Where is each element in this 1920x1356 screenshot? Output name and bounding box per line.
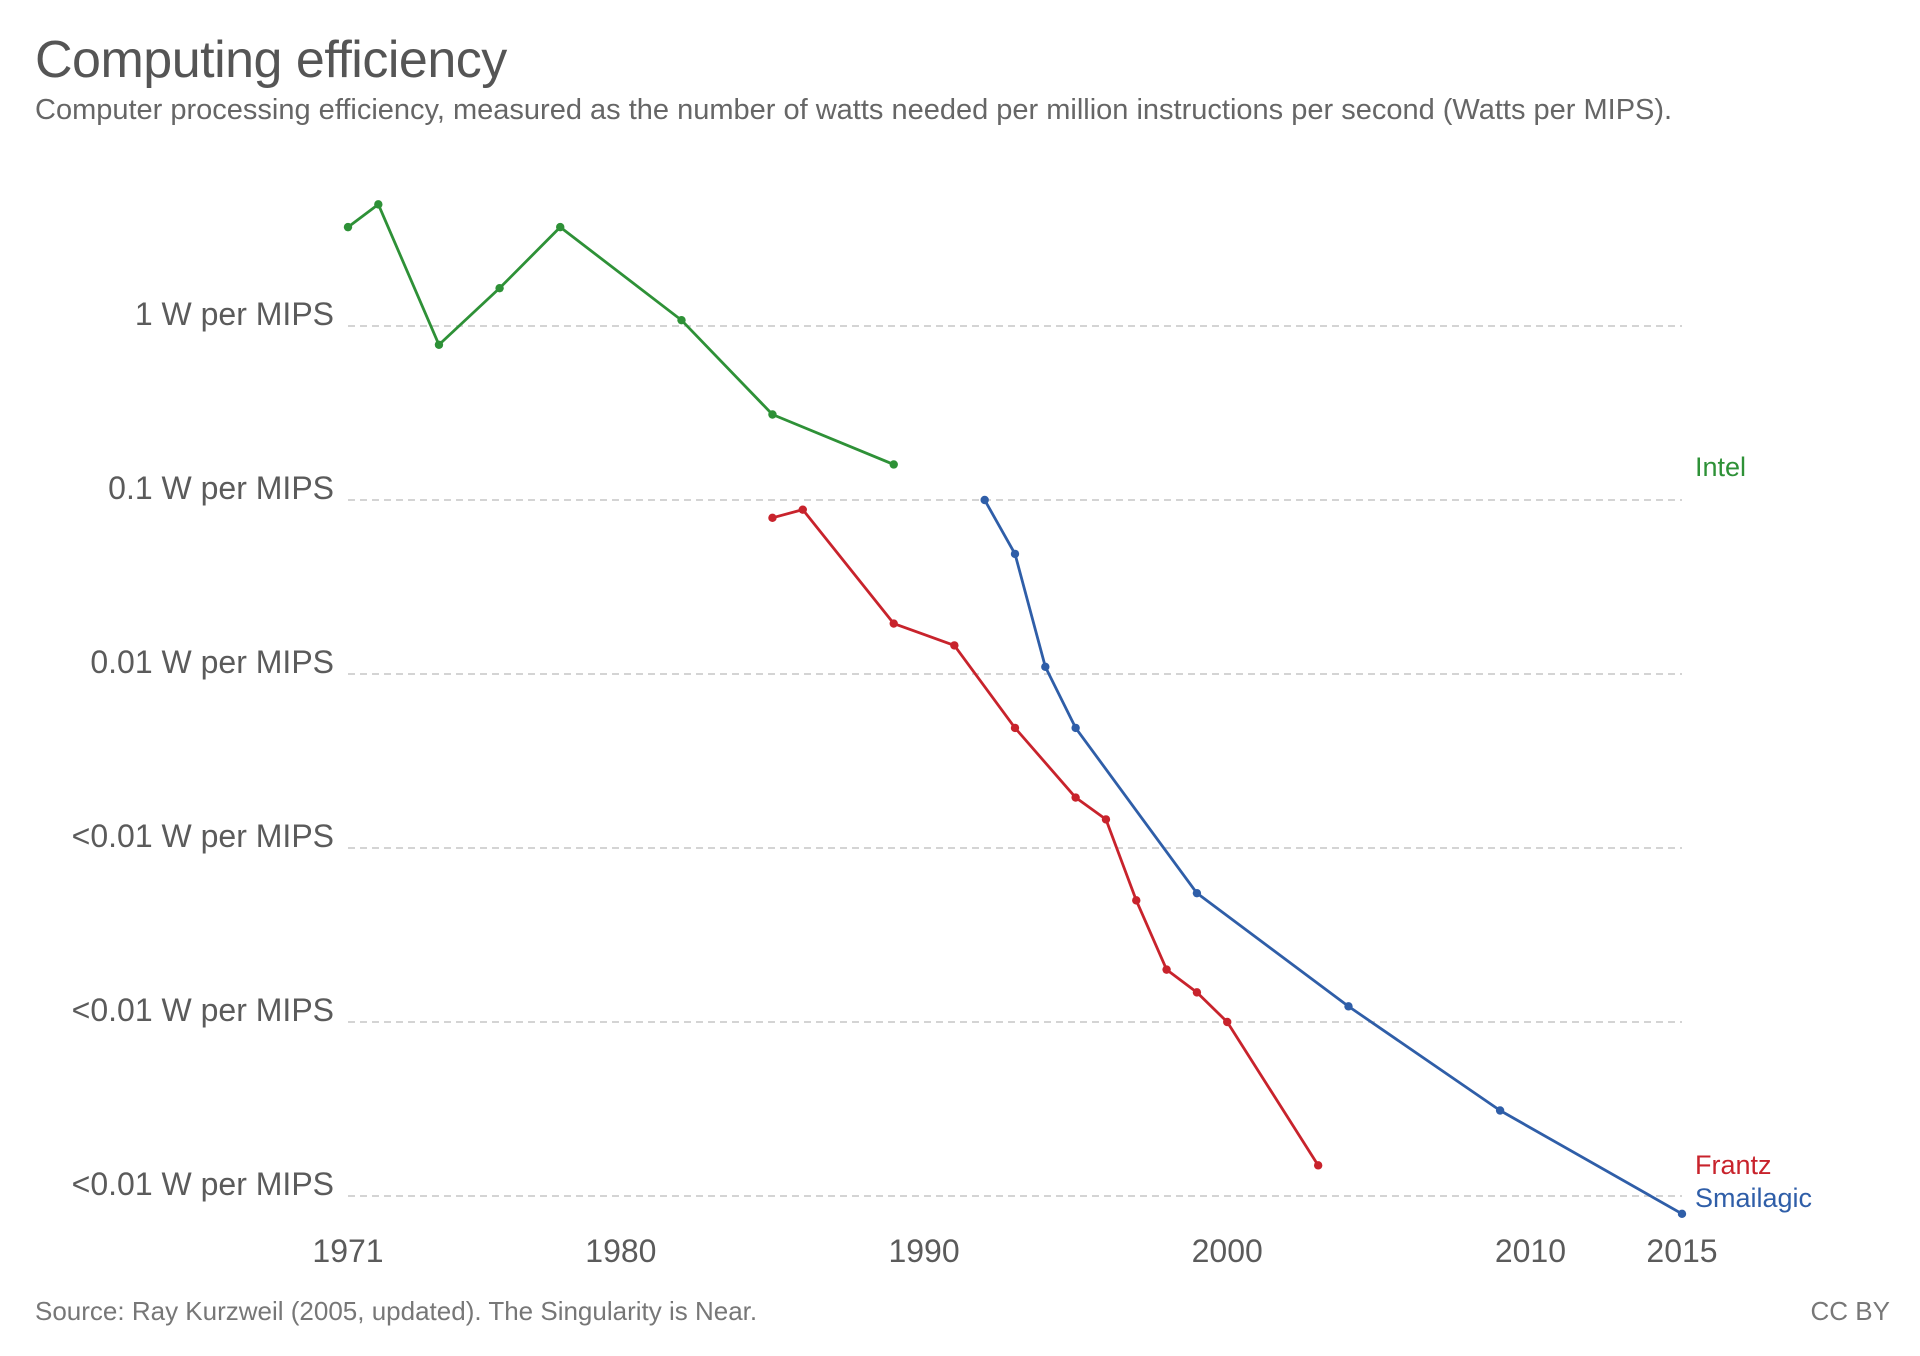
data-point-frantz[interactable] [1010, 723, 1020, 733]
data-point-smailagic[interactable] [1041, 662, 1050, 671]
data-point-frantz[interactable] [1132, 896, 1141, 905]
x-tick-label: 2010 [1495, 1233, 1566, 1269]
y-tick-label: <0.01 W per MIPS [72, 818, 334, 854]
data-point-smailagic[interactable] [1071, 723, 1080, 733]
data-point-intel[interactable] [495, 283, 504, 293]
data-point-frantz[interactable] [1313, 1161, 1323, 1170]
x-tick-label: 2015 [1646, 1233, 1717, 1269]
y-tick-label: <0.01 W per MIPS [72, 1166, 334, 1202]
data-point-smailagic[interactable] [1010, 549, 1020, 559]
series-line-smailagic[interactable] [983, 498, 1684, 1216]
legend-label-frantz: Frantz [1695, 1150, 1772, 1180]
chart-subtitle: Computer processing efficiency, measured… [35, 94, 1673, 126]
data-point-frantz[interactable] [798, 505, 807, 514]
data-point-smailagic[interactable] [980, 495, 989, 505]
legend-label-intel: Intel [1695, 452, 1746, 482]
y-tick-label: 1 W per MIPS [135, 296, 334, 332]
x-tick-label: 1980 [585, 1233, 656, 1269]
data-point-frantz[interactable] [1223, 1017, 1232, 1027]
license-link[interactable]: CC BY [1810, 1296, 1890, 1326]
series-line-frantz[interactable] [771, 508, 1320, 1167]
data-point-frantz[interactable] [1162, 965, 1171, 974]
y-tick-label: <0.01 W per MIPS [72, 992, 334, 1028]
data-point-frantz[interactable] [889, 619, 898, 628]
data-point-intel[interactable] [343, 222, 353, 232]
data-point-smailagic[interactable] [1495, 1106, 1505, 1115]
data-point-intel[interactable] [434, 340, 444, 349]
data-point-frantz[interactable] [1071, 793, 1080, 802]
y-tick-label: 0.01 W per MIPS [90, 644, 334, 680]
data-point-frantz[interactable] [1101, 815, 1111, 824]
data-point-frantz[interactable] [768, 513, 777, 523]
data-point-intel[interactable] [374, 200, 383, 209]
data-point-intel[interactable] [768, 410, 777, 419]
source-note: Source: Ray Kurzweil (2005, updated). Th… [35, 1296, 758, 1326]
legend-label-smailagic: Smailagic [1695, 1183, 1812, 1213]
data-point-intel[interactable] [556, 222, 565, 232]
data-point-smailagic[interactable] [1192, 888, 1202, 898]
data-point-frantz[interactable] [1192, 988, 1202, 997]
data-point-smailagic[interactable] [1677, 1209, 1687, 1219]
data-point-intel[interactable] [677, 315, 686, 325]
data-point-smailagic[interactable] [1344, 1002, 1353, 1011]
data-point-frantz[interactable] [950, 641, 959, 650]
data-point-intel[interactable] [889, 460, 898, 469]
x-tick-label: 1990 [888, 1233, 959, 1269]
series-line-intel[interactable] [346, 202, 896, 466]
y-tick-label: 0.1 W per MIPS [108, 470, 334, 506]
x-tick-label: 1971 [312, 1233, 383, 1269]
chart-title: Computing efficiency [35, 31, 507, 89]
x-tick-label: 2000 [1192, 1233, 1263, 1269]
